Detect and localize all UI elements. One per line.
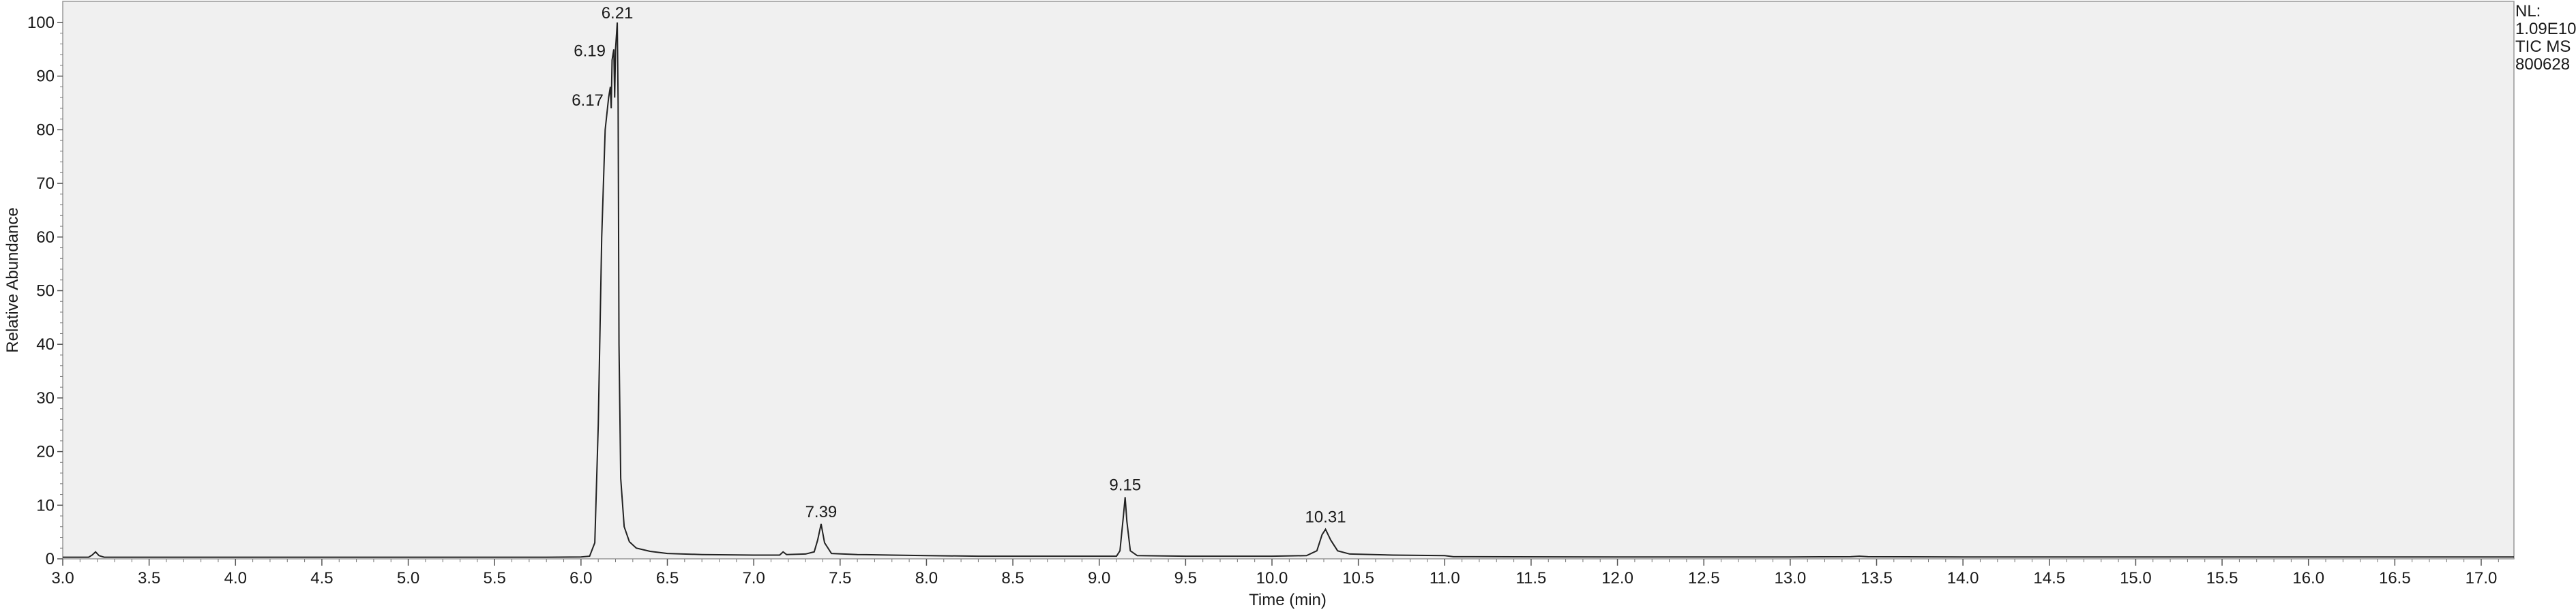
x-tick-label: 17.0 [2466,569,2498,587]
y-tick-label: 0 [46,550,55,568]
y-axis: 0 10 20 30 40 50 60 70 80 90 100 [27,14,63,568]
peak-label: 6.21 [602,4,634,22]
x-tick-label: 16.5 [2379,569,2411,587]
y-tick-label: 10 [36,496,55,515]
info-line: NL: [2515,2,2541,20]
x-tick-label: 12.5 [1688,569,1720,587]
x-tick-label: 7.5 [829,569,851,587]
x-tick-label: 3.5 [138,569,160,587]
peak-label: 9.15 [1109,476,1141,494]
info-line: 800628 [2515,55,2570,74]
peak-label: 6.19 [574,42,606,60]
x-tick-label: 14.0 [1947,569,1979,587]
x-tick-label: 15.5 [2206,569,2238,587]
x-tick-label: 8.5 [1001,569,1024,587]
y-tick-label: 20 [36,443,55,461]
peak-label: 7.39 [805,503,838,521]
x-tick-label: 8.0 [915,569,938,587]
x-tick-label: 10.5 [1342,569,1374,587]
x-tick-label: 7.0 [742,569,765,587]
y-axis-title: Relative Abundance [3,207,22,353]
x-tick-label: 3.0 [51,569,74,587]
x-tick-label: 11.5 [1515,569,1546,587]
y-tick-label: 70 [36,174,55,193]
x-tick-label: 13.0 [1774,569,1806,587]
x-tick-label: 12.0 [1601,569,1633,587]
x-tick-label: 5.5 [484,569,506,587]
plot-area [62,1,2515,560]
x-tick-label: 15.0 [2120,569,2152,587]
x-tick-label: 9.5 [1174,569,1197,587]
x-tick-label: 11.0 [1430,569,1460,587]
x-tick-label: 16.0 [2292,569,2324,587]
info-line: TIC MS [2515,37,2571,56]
peak-label: 10.31 [1305,508,1346,527]
y-tick-label: 30 [36,389,55,408]
x-tick-label: 14.5 [2033,569,2065,587]
x-axis: 3.0 3.5 4.0 4.5 5.0 5.5 6.0 6.5 7.0 7.5 8.0 8.5 9.0 9… [51,559,2499,587]
x-tick-label: 4.5 [310,569,333,587]
peak-label: 6.17 [572,91,604,110]
x-tick-label: 13.5 [1861,569,1893,587]
y-tick-label: 40 [36,335,55,354]
y-tick-label: 60 [36,228,55,247]
x-axis-title: Time (min) [1249,591,1327,609]
x-tick-label: 9.0 [1088,569,1110,587]
x-tick-label: 6.0 [569,569,592,587]
tic-trace [63,22,2514,558]
x-tick-label: 10.0 [1256,569,1288,587]
y-tick-label: 80 [36,121,55,139]
y-tick-label: 90 [36,67,55,86]
y-tick-label: 100 [27,14,55,32]
x-tick-label: 5.0 [397,569,419,587]
y-tick-label: 50 [36,282,55,301]
peak-labels: 6.21 6.19 6.17 7.39 9.15 10.31 [572,4,1346,527]
x-tick-label: 4.0 [224,569,247,587]
info-line: 1.09E10 [2515,20,2576,38]
x-tick-label: 6.5 [656,569,679,587]
